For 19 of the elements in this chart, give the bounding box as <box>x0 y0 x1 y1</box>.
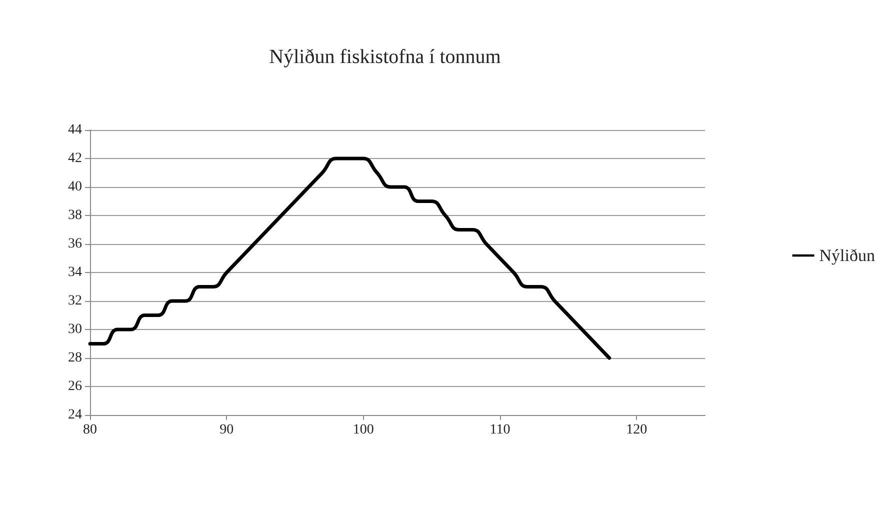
y-tick-label: 26 <box>68 379 82 394</box>
x-tick-label: 100 <box>352 422 374 438</box>
y-tick-label: 36 <box>68 236 82 252</box>
x-tick-label: 90 <box>220 422 234 438</box>
y-tick-label: 42 <box>68 151 82 166</box>
y-tick-label: 24 <box>68 408 82 422</box>
x-tick-label: 120 <box>626 422 648 438</box>
y-tick-label: 38 <box>68 208 82 223</box>
y-tick-label: 40 <box>68 180 82 194</box>
y-tick-label: 28 <box>68 350 82 366</box>
y-tick-label: 44 <box>68 122 82 138</box>
y-tick-label: 34 <box>68 265 82 280</box>
legend-label: Nýliðun <box>819 246 876 265</box>
chart-title: Nýliðun fiskistofna í tonnum <box>269 46 502 68</box>
x-tick-label: 80 <box>83 422 97 438</box>
y-tick-label: 32 <box>68 294 82 308</box>
x-tick-label: 110 <box>490 422 510 438</box>
line-series <box>88 156 612 360</box>
y-tick-label: 30 <box>68 322 82 337</box>
